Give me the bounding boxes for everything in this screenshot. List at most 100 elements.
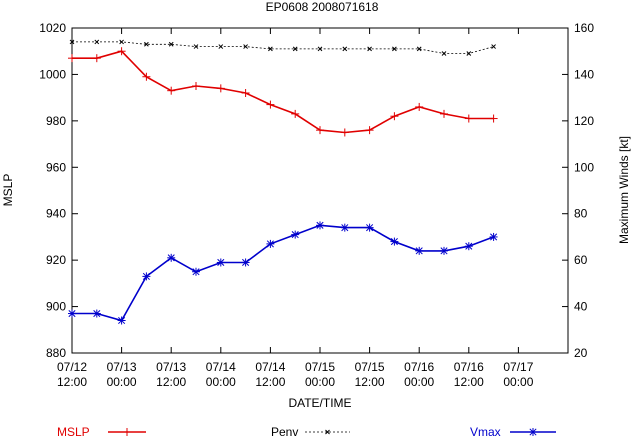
data-point-penv: [268, 46, 273, 52]
y-left-tick-label: 1020: [39, 21, 66, 35]
data-point-mslp: [142, 72, 151, 81]
data-point-vmax: [192, 267, 200, 276]
data-point-vmax: [489, 232, 498, 241]
x-tick-label-date: 07/13: [156, 360, 186, 374]
series-line-mslp: [72, 50, 494, 134]
data-point-penv: [491, 44, 496, 49]
data-point-mslp: [365, 126, 374, 135]
data-point-mslp: [167, 86, 176, 95]
data-point-vmax: [415, 246, 424, 255]
x-tick-label-time: 12:00: [156, 375, 186, 389]
y-right-ticks: 20 40 60 80 100 120 140 160: [562, 21, 594, 360]
data-point-vmax: [390, 237, 399, 246]
data-point-mslp: [92, 54, 101, 63]
data-point-mslp: [291, 109, 300, 118]
data-point-vmax: [241, 258, 250, 267]
data-point-penv: [243, 44, 248, 49]
y-left-tick-label: 900: [46, 300, 66, 314]
data-point-penv: [342, 46, 348, 52]
x-tick-label-date: 07/16: [404, 360, 434, 374]
x-tick-label-time: 00:00: [206, 375, 236, 389]
x-tick-label-date: 07/12: [57, 360, 87, 374]
x-tick-label-date: 07/15: [305, 360, 335, 374]
data-point-mslp: [415, 102, 424, 111]
data-point-penv: [144, 41, 149, 47]
x-ticks: 07/1212:0007/1300:0007/1312:0007/1400:00…: [57, 28, 534, 389]
data-point-vmax: [216, 258, 225, 267]
y-right-tick-label: 60: [574, 253, 588, 267]
data-point-mslp: [440, 109, 448, 118]
data-point-vmax: [365, 223, 374, 232]
data-point-penv: [193, 44, 199, 49]
y-axis-right-label: Maximum Winds [kt]: [617, 136, 631, 244]
y-right-tick-label: 140: [574, 67, 594, 81]
data-point-vmax: [142, 272, 151, 281]
x-tick-label-time: 12:00: [454, 375, 484, 389]
data-point-vmax: [167, 253, 176, 262]
legend-marker-penv: [325, 429, 330, 435]
x-tick-label-date: 07/17: [503, 360, 533, 374]
y-right-tick-label: 120: [574, 114, 594, 128]
legend-label-mslp: MSLP: [57, 425, 90, 437]
data-point-vmax: [291, 230, 300, 239]
data-point-penv: [416, 46, 422, 52]
x-tick-label-time: 00:00: [305, 375, 335, 389]
data-point-mslp: [464, 114, 473, 123]
y-right-tick-label: 80: [574, 207, 588, 221]
data-point-penv: [392, 46, 397, 52]
data-point-penv: [292, 46, 298, 52]
data-point-vmax: [92, 309, 101, 318]
data-point-mslp: [390, 112, 399, 121]
legend-label-penv: Penv: [271, 425, 298, 437]
data-point-penv: [94, 39, 100, 45]
x-tick-label-date: 07/14: [206, 360, 236, 374]
data-point-penv: [168, 41, 174, 47]
data-point-mslp: [266, 100, 275, 109]
data-point-mslp: [340, 128, 349, 137]
data-point-vmax: [266, 239, 275, 248]
x-tick-label-time: 12:00: [255, 375, 285, 389]
x-tick-label-time: 00:00: [404, 375, 434, 389]
legend: MSLP Penv Vmax: [57, 425, 556, 437]
data-point-mslp: [68, 54, 76, 63]
x-tick-label-time: 00:00: [503, 375, 533, 389]
data-point-vmax: [440, 246, 448, 255]
data-point-mslp: [241, 89, 250, 97]
y-right-tick-label: 160: [574, 21, 594, 35]
data-point-mslp: [117, 47, 126, 56]
series-layer: [68, 39, 498, 325]
data-point-vmax: [117, 316, 126, 325]
x-tick-label-time: 12:00: [57, 375, 87, 389]
data-point-penv: [466, 51, 472, 56]
legend-marker-vmax: [529, 428, 537, 436]
data-point-vmax: [464, 242, 473, 251]
data-point-penv: [69, 39, 75, 45]
y-left-ticks: 880 900 920 940 960 980 1000 1020: [39, 21, 78, 360]
data-point-penv: [441, 51, 447, 56]
y-right-tick-label: 100: [574, 160, 594, 174]
data-point-penv: [367, 46, 372, 52]
y-left-tick-label: 880: [46, 346, 66, 360]
y-right-tick-label: 40: [574, 300, 588, 314]
series-line-vmax: [72, 224, 494, 322]
chart-title: EP0608 2008071618: [266, 0, 379, 14]
y-left-tick-label: 980: [46, 114, 66, 128]
data-point-vmax: [68, 309, 76, 318]
x-tick-label-date: 07/15: [355, 360, 385, 374]
data-point-mslp: [489, 114, 498, 123]
y-left-tick-label: 960: [46, 160, 66, 174]
y-left-tick-label: 1000: [39, 67, 66, 81]
series-line-penv: [72, 41, 494, 54]
data-point-vmax: [316, 221, 324, 230]
data-point-penv: [317, 46, 323, 52]
legend-label-vmax: Vmax: [470, 425, 501, 437]
y-left-tick-label: 920: [46, 253, 66, 267]
data-point-mslp: [192, 82, 200, 91]
x-tick-label-time: 12:00: [355, 375, 385, 389]
x-axis-label: DATE/TIME: [288, 396, 351, 410]
x-tick-label-date: 07/13: [107, 360, 137, 374]
data-point-penv: [119, 39, 124, 45]
x-tick-label-date: 07/16: [454, 360, 484, 374]
y-axis-left-label: MSLP: [1, 174, 15, 207]
